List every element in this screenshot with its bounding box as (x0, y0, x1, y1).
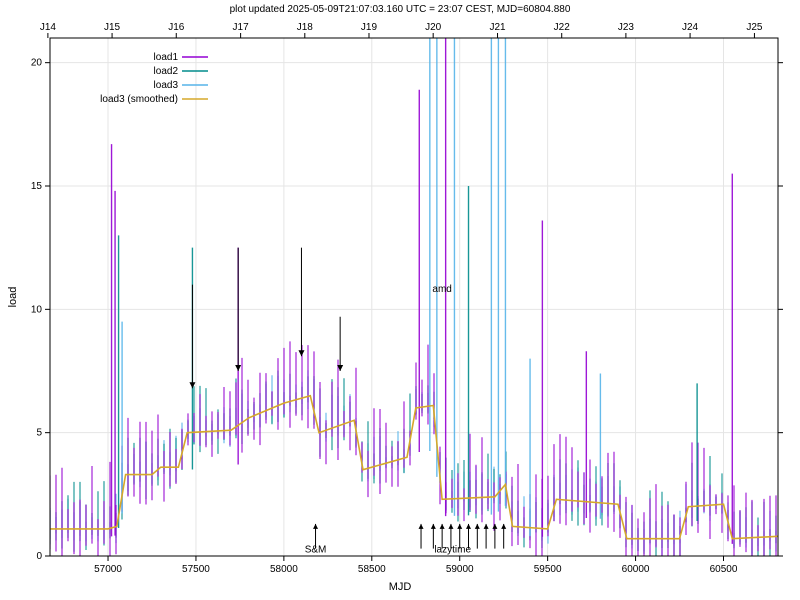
load-chart: 0 5 10 15 20 57000 57500 58000 58500 59000 59500 60… (0, 0, 800, 600)
svg-text:load3 (smoothed): load3 (smoothed) (100, 94, 178, 105)
svg-text:load3: load3 (154, 80, 179, 91)
svg-text:J18: J18 (297, 22, 314, 33)
svg-text:59500: 59500 (534, 564, 562, 575)
svg-text:J20: J20 (425, 22, 442, 33)
svg-text:J25: J25 (746, 22, 763, 33)
svg-text:load: load (7, 287, 19, 308)
chart-container: 0 5 10 15 20 57000 57500 58000 58500 59000 59500 60… (0, 0, 800, 600)
svg-text:59000: 59000 (446, 564, 474, 575)
svg-text:load1: load1 (154, 52, 179, 63)
svg-text:5: 5 (36, 428, 42, 439)
svg-text:J24: J24 (682, 22, 699, 33)
svg-text:60500: 60500 (710, 564, 738, 575)
svg-text:load2: load2 (154, 66, 179, 77)
svg-text:58000: 58000 (270, 564, 298, 575)
svg-text:S&M: S&M (305, 544, 327, 555)
svg-text:J21: J21 (489, 22, 506, 33)
svg-text:J17: J17 (233, 22, 250, 33)
svg-text:20: 20 (31, 58, 43, 69)
svg-text:10: 10 (31, 304, 43, 315)
svg-text:lazytime: lazytime (434, 544, 471, 555)
svg-text:57500: 57500 (182, 564, 210, 575)
svg-text:J16: J16 (168, 22, 185, 33)
svg-text:amd: amd (432, 284, 451, 295)
svg-text:plot updated 2025-05-09T21:07:: plot updated 2025-05-09T21:07:03.160 UTC… (230, 4, 571, 15)
svg-text:MJD: MJD (389, 581, 412, 593)
svg-text:J23: J23 (618, 22, 635, 33)
svg-text:J15: J15 (104, 22, 121, 33)
svg-text:15: 15 (31, 181, 43, 192)
svg-text:60000: 60000 (622, 564, 650, 575)
svg-text:0: 0 (36, 551, 42, 562)
svg-text:J22: J22 (554, 22, 571, 33)
svg-text:58500: 58500 (358, 564, 386, 575)
svg-text:J14: J14 (40, 22, 57, 33)
svg-text:57000: 57000 (94, 564, 122, 575)
svg-text:J19: J19 (361, 22, 378, 33)
